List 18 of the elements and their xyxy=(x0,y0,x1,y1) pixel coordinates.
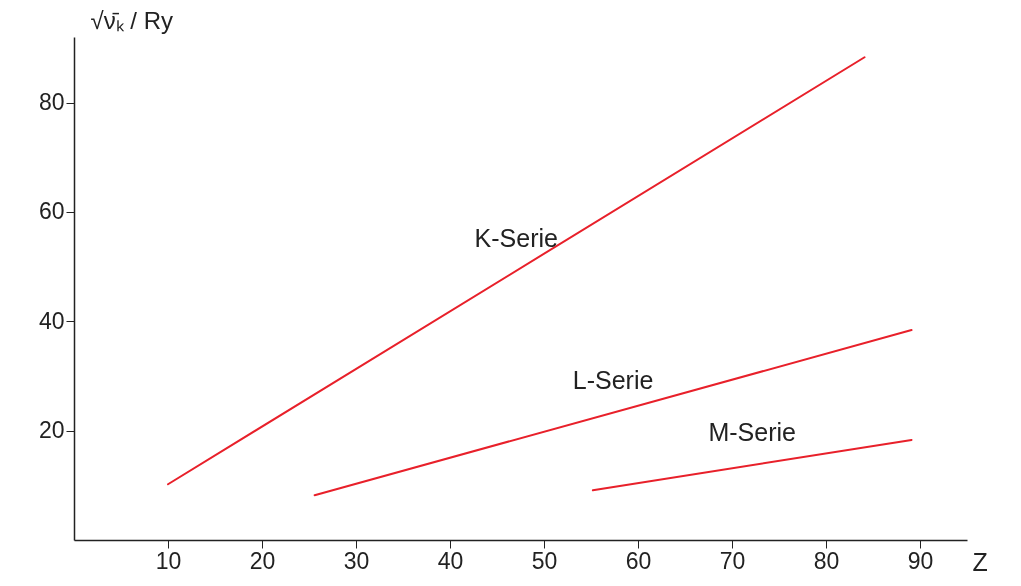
series-label: K-Serie xyxy=(474,223,558,252)
x-tick-label: 60 xyxy=(625,547,652,574)
x-tick-label: 70 xyxy=(719,547,746,574)
x-tick-label: 30 xyxy=(343,547,370,574)
y-tick-label: 20 xyxy=(38,417,65,444)
series-label: L-Serie xyxy=(572,365,654,394)
y-tick-label: 60 xyxy=(38,198,65,225)
y-tick-label: 40 xyxy=(38,307,65,334)
series-label: M-Serie xyxy=(708,418,796,447)
x-tick-label: 50 xyxy=(531,547,558,574)
x-tick-label: 20 xyxy=(249,547,276,574)
x-tick-label: 80 xyxy=(813,547,840,574)
y-tick-label: 80 xyxy=(38,89,65,116)
x-tick-label: 90 xyxy=(907,547,934,574)
y-axis-title: √ν̄ₖ / Ry xyxy=(90,6,174,34)
x-axis-title: Z xyxy=(972,547,988,576)
x-tick-label: 10 xyxy=(155,547,182,574)
x-tick-label: 40 xyxy=(437,547,464,574)
